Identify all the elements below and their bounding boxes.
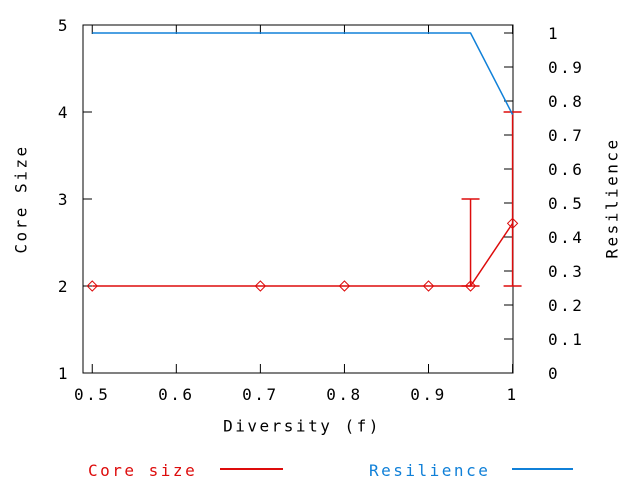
- x-tick-label: 0.6: [158, 385, 194, 404]
- x-tick-label: 0.5: [74, 385, 110, 404]
- x-axis-title: Diversity (f): [223, 416, 381, 436]
- data-point-marker: [254, 280, 267, 292]
- y-right-tick-label: 0.2: [548, 296, 584, 315]
- y-right-tick-label: 0.7: [548, 126, 584, 145]
- data-point-marker: [464, 280, 477, 292]
- legend-line-sample-core-size: [220, 468, 283, 470]
- y-left-tick-label: 1: [58, 364, 70, 383]
- y-right-tick-label: 0: [548, 364, 560, 383]
- y-left-tick-label: 5: [58, 16, 70, 35]
- data-point-marker: [86, 280, 98, 292]
- legend-label-core-size: Core size: [88, 461, 198, 480]
- legend-label-resilience: Resilience: [369, 461, 491, 480]
- y-right-tick-label: 0.6: [548, 160, 584, 179]
- x-tick-label: 0.8: [326, 385, 362, 404]
- data-point-marker: [338, 280, 351, 292]
- legend-line-sample-resilience: [512, 468, 573, 470]
- left-axis-title: Core Size: [11, 144, 31, 254]
- right-axis-title: Resilience: [602, 137, 622, 259]
- plot-border: [82, 24, 514, 374]
- y-right-tick-label: 0.4: [548, 228, 584, 247]
- y-right-tick-label: 0.5: [548, 194, 584, 213]
- y-right-tick-label: 1: [548, 24, 560, 43]
- data-point-marker: [506, 217, 519, 230]
- series-line-resilience: [92, 32, 514, 115]
- y-right-tick-label: 0.1: [548, 330, 584, 349]
- x-tick-label: 0.9: [410, 385, 446, 404]
- x-tick-label: 1: [507, 385, 519, 404]
- y-right-tick-label: 0.3: [548, 262, 584, 281]
- y-left-tick-label: 4: [58, 103, 70, 122]
- data-point-marker: [422, 280, 435, 292]
- y-left-tick-label: 2: [58, 277, 70, 296]
- y-right-tick-label: 0.9: [548, 58, 584, 77]
- x-tick-label: 0.7: [242, 385, 278, 404]
- series-line-core-size: [92, 222, 514, 287]
- y-right-tick-label: 0.8: [548, 92, 584, 111]
- y-left-tick-label: 3: [58, 190, 70, 209]
